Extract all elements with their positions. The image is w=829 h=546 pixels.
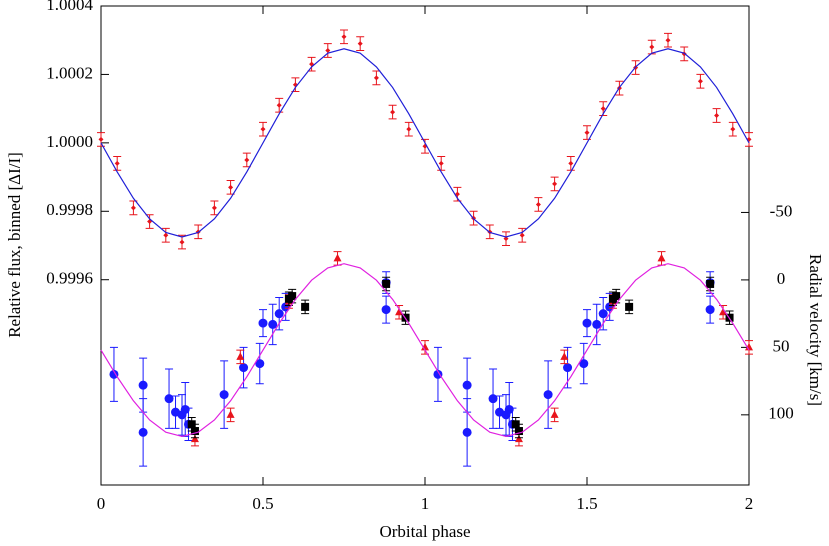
plot-frame bbox=[100, 5, 750, 486]
x-axis-label: Orbital phase bbox=[379, 522, 470, 541]
rv-point bbox=[281, 302, 291, 312]
rv-point bbox=[657, 253, 666, 262]
rv-point bbox=[255, 359, 265, 369]
y-tick-label: 1.0002 bbox=[46, 63, 93, 82]
rv-point bbox=[514, 434, 523, 443]
y-axis-label: Relative flux, binned [ΔI/I] bbox=[5, 152, 24, 338]
y2-tick-label: -50 bbox=[770, 201, 793, 220]
rv-point bbox=[462, 427, 472, 437]
rv-point bbox=[421, 342, 429, 351]
rv-point bbox=[625, 302, 634, 311]
y2-tick-label: 50 bbox=[773, 336, 790, 355]
flux-point bbox=[649, 44, 655, 50]
flux-point bbox=[325, 47, 331, 53]
y-tick-label: 1.0004 bbox=[46, 0, 93, 14]
rv-point bbox=[582, 318, 592, 328]
rv-point bbox=[274, 309, 284, 319]
y2-axis-label: Radial velocity [km/s] bbox=[806, 254, 825, 406]
rv-point bbox=[226, 410, 235, 418]
rv-point bbox=[190, 434, 199, 443]
rv-point bbox=[109, 369, 119, 379]
flux-point bbox=[390, 109, 396, 115]
rv-point bbox=[268, 319, 278, 329]
flux-point bbox=[438, 160, 444, 166]
rv-point bbox=[236, 352, 245, 360]
flux-point bbox=[228, 184, 234, 190]
rv-point bbox=[258, 318, 268, 328]
flux-point bbox=[665, 37, 671, 43]
flux-point bbox=[211, 205, 217, 211]
rv-point bbox=[579, 359, 589, 369]
fit-curve bbox=[100, 263, 750, 438]
rv-point bbox=[381, 305, 391, 315]
rv-point bbox=[488, 394, 498, 404]
rv-point bbox=[719, 307, 728, 316]
y-tick-label: 0.9998 bbox=[46, 200, 93, 219]
flux-point bbox=[163, 232, 169, 238]
flux-point bbox=[552, 181, 558, 187]
flux-point bbox=[406, 126, 412, 132]
rv-point bbox=[288, 292, 297, 301]
rv-point bbox=[190, 427, 199, 436]
rv-point bbox=[301, 302, 310, 311]
rv-point bbox=[705, 305, 715, 315]
flux-point bbox=[357, 41, 363, 47]
rv-point bbox=[164, 394, 174, 404]
rv-point bbox=[138, 427, 148, 437]
x-tick-label: 1 bbox=[421, 494, 430, 513]
flux-point bbox=[584, 130, 590, 136]
flux-point bbox=[600, 106, 606, 112]
flux-point bbox=[114, 160, 120, 166]
flux-point bbox=[568, 160, 574, 166]
rv-point bbox=[180, 404, 190, 414]
rv-point bbox=[745, 342, 753, 351]
rv-point bbox=[138, 380, 148, 390]
y-tick-label: 1.0000 bbox=[46, 132, 93, 151]
x-tick-label: 0.5 bbox=[252, 494, 273, 513]
flux-point bbox=[373, 75, 379, 81]
rv-point bbox=[219, 390, 229, 400]
flux-point bbox=[535, 201, 541, 207]
rv-point bbox=[598, 309, 608, 319]
y2-tick-label: 0 bbox=[777, 269, 786, 288]
rv-point bbox=[239, 363, 249, 373]
rv-point bbox=[612, 292, 621, 301]
x-tick-label: 2 bbox=[745, 494, 754, 513]
rv-point bbox=[514, 427, 523, 436]
y-tick-label: 0.9996 bbox=[46, 269, 93, 288]
rv-point bbox=[592, 319, 602, 329]
rv-point bbox=[462, 380, 472, 390]
x-tick-label: 0 bbox=[97, 494, 106, 513]
rv-point bbox=[563, 363, 573, 373]
flux-point bbox=[98, 136, 104, 142]
rv-point bbox=[504, 404, 514, 414]
rv-point bbox=[706, 279, 715, 288]
rv-point bbox=[395, 307, 404, 316]
flux-point bbox=[260, 126, 266, 132]
x-tick-label: 1.5 bbox=[576, 494, 597, 513]
rv-point bbox=[543, 390, 553, 400]
flux-point bbox=[714, 112, 720, 118]
flux-point bbox=[179, 239, 185, 245]
flux-point bbox=[276, 102, 282, 108]
fit-curve bbox=[100, 48, 750, 238]
rv-point bbox=[333, 253, 342, 262]
rv-point bbox=[560, 352, 569, 360]
y2-tick-label: 100 bbox=[768, 404, 794, 423]
flux-point bbox=[519, 232, 525, 238]
flux-point bbox=[130, 205, 136, 211]
rv-point bbox=[605, 302, 615, 312]
flux-point bbox=[503, 236, 509, 242]
flux-point bbox=[730, 126, 736, 132]
rv-point bbox=[433, 369, 443, 379]
flux-point bbox=[341, 34, 347, 40]
rv-point bbox=[550, 410, 559, 418]
rv-point bbox=[382, 279, 391, 288]
flux-point bbox=[244, 157, 250, 163]
flux-point bbox=[697, 78, 703, 84]
